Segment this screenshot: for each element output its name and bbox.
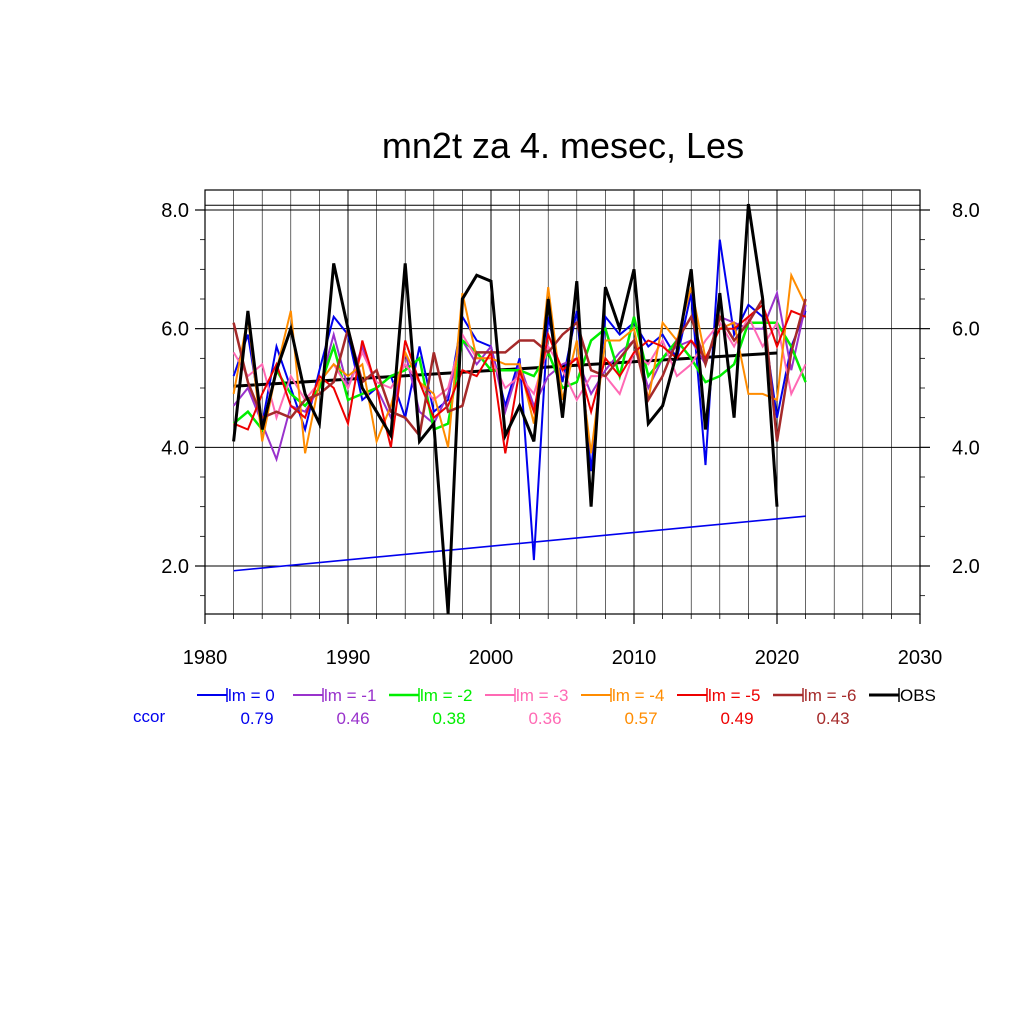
- axis-ticks: 1980 1990 2000 2010 2020 2030 2.0 2.0 4.0 4.0 6.0 6…: [161, 200, 980, 669]
- x-tick-label: 1990: [326, 647, 371, 669]
- y-tick-label-right: 8.0: [952, 200, 980, 222]
- chart-title: mn2t za 4. mesec, Les: [382, 125, 744, 166]
- y-tick-label-left: 2.0: [161, 556, 189, 578]
- x-tick-label: 2020: [755, 647, 800, 669]
- legend-label: lm = -2: [420, 686, 472, 705]
- x-tick-label: 2000: [469, 647, 514, 669]
- legend-label: lm = -1: [324, 686, 376, 705]
- grid: [205, 190, 920, 614]
- ccor-value: 0.36: [528, 709, 561, 728]
- ccor-value: 0.49: [720, 709, 753, 728]
- legend-label: OBS: [900, 686, 936, 705]
- legend-label: lm = -4: [612, 686, 664, 705]
- y-tick-label-right: 4.0: [952, 437, 980, 459]
- x-tick-label: 1980: [183, 647, 228, 669]
- ccor-value: 0.46: [336, 709, 369, 728]
- series-line: [232, 295, 807, 442]
- legend-label: lm = -3: [516, 686, 568, 705]
- y-tick-label-left: 4.0: [161, 437, 189, 459]
- series-line: [232, 203, 779, 614]
- ccor-value: 0.38: [432, 709, 465, 728]
- y-tick-label-left: 6.0: [161, 319, 189, 341]
- legend-label: lm = 0: [228, 686, 275, 705]
- y-tick-label-right: 6.0: [952, 319, 980, 341]
- ccor-value: 0.57: [624, 709, 657, 728]
- legend-label: lm = -6: [804, 686, 856, 705]
- series-lines: [232, 203, 807, 614]
- ccor-value: 0.43: [816, 709, 849, 728]
- trend-line: [233, 515, 806, 572]
- plot-frame: [204, 189, 921, 615]
- ccor-value: 0.79: [240, 709, 273, 728]
- y-tick-label-left: 8.0: [161, 200, 189, 222]
- legend: lm = 0 0.79 lm = -1 0.46 lm = -2 0.38 lm = -3 0…: [197, 686, 936, 728]
- legend-label: lm = -5: [708, 686, 760, 705]
- x-tick-label: 2030: [898, 647, 943, 669]
- ccor-label: ccor: [133, 707, 165, 726]
- y-tick-label-right: 2.0: [952, 556, 980, 578]
- x-tick-label: 2010: [612, 647, 657, 669]
